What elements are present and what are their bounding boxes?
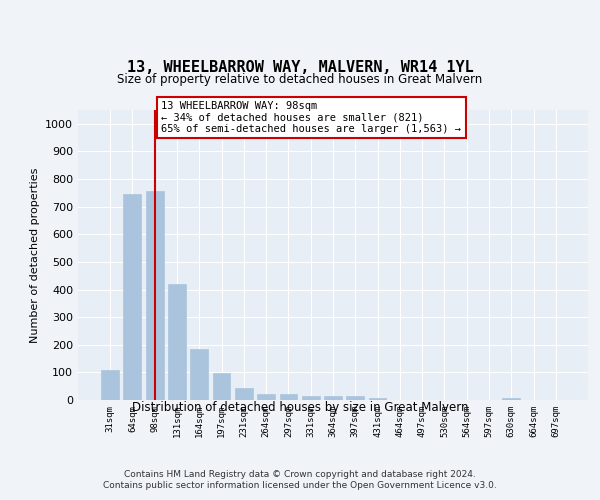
- Bar: [212, 373, 230, 400]
- Text: Contains HM Land Registry data © Crown copyright and database right 2024.
Contai: Contains HM Land Registry data © Crown c…: [103, 470, 497, 490]
- Text: Size of property relative to detached houses in Great Malvern: Size of property relative to detached ho…: [118, 74, 482, 86]
- Text: Distribution of detached houses by size in Great Malvern: Distribution of detached houses by size …: [132, 401, 468, 414]
- Bar: [124, 194, 142, 400]
- Bar: [368, 398, 386, 400]
- Bar: [324, 396, 342, 400]
- Bar: [502, 398, 520, 400]
- Bar: [146, 192, 164, 400]
- Bar: [168, 284, 186, 400]
- Bar: [101, 370, 119, 400]
- Bar: [190, 349, 208, 400]
- Bar: [346, 396, 364, 400]
- Bar: [280, 394, 298, 400]
- Y-axis label: Number of detached properties: Number of detached properties: [29, 168, 40, 342]
- Text: 13, WHEELBARROW WAY, MALVERN, WR14 1YL: 13, WHEELBARROW WAY, MALVERN, WR14 1YL: [127, 60, 473, 75]
- Bar: [257, 394, 275, 400]
- Bar: [302, 396, 320, 400]
- Bar: [235, 388, 253, 400]
- Text: 13 WHEELBARROW WAY: 98sqm
← 34% of detached houses are smaller (821)
65% of semi: 13 WHEELBARROW WAY: 98sqm ← 34% of detac…: [161, 101, 461, 134]
